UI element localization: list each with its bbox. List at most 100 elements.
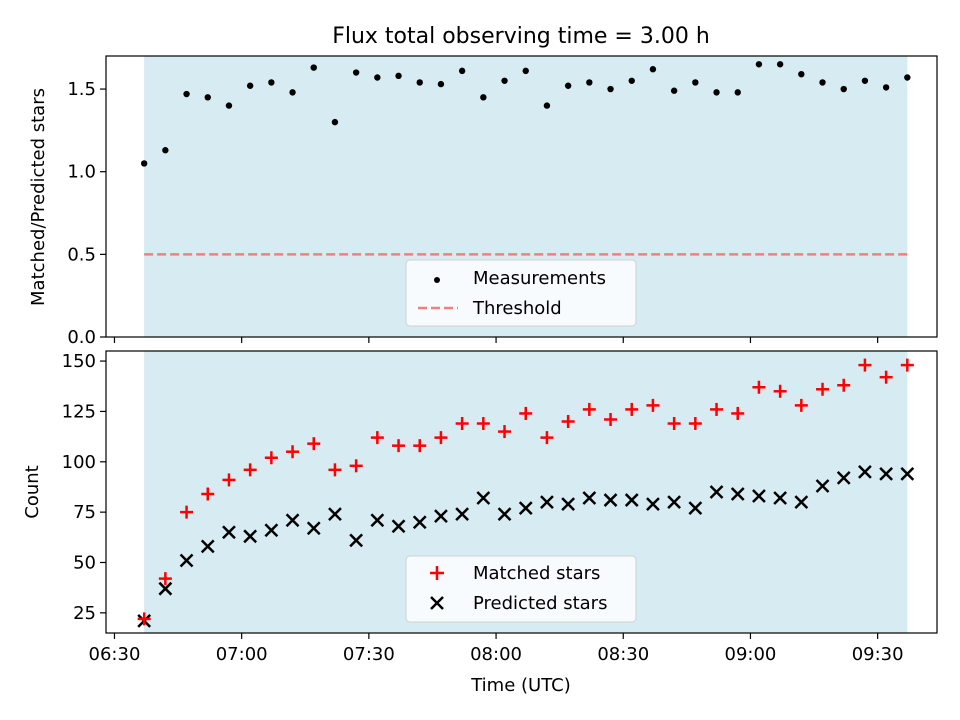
measurement-point [183,90,190,98]
predicted-star-point [879,466,894,481]
measurement-point [289,89,296,96]
matched-star-point [582,402,596,416]
predicted-star-point [370,513,385,528]
predicted-star-point [730,487,745,501]
bottom-y-tick-label: 100 [62,452,96,473]
measurement-point [607,85,614,93]
bottom-y-axis-label: Count [22,465,43,518]
matched-star-point [498,425,512,439]
bottom-y-ticks: 25 50 75 100 125 150 [62,351,106,624]
matched-star-point [710,402,724,416]
matched-star-point [158,572,172,586]
predicted-star-point [434,509,448,524]
matched-star-point [370,431,384,445]
matched-star-point [667,417,681,431]
predicted-star-point [306,521,321,536]
matched-star-point [752,380,766,394]
measurement-point [692,79,699,86]
matched-star-point [349,459,363,473]
bottom-y-tick-label: 150 [62,351,96,372]
measurement-point [416,79,423,86]
matched-star-point [286,445,300,459]
measurement-point [734,89,741,96]
predicted-star-point [455,507,470,522]
matched-star-point [858,358,872,372]
predicted-star-point [688,501,703,515]
predicted-star-point [561,497,576,511]
top-axes-frame [105,55,938,338]
predicted-star-point [158,581,173,596]
matched-star-point [413,439,427,453]
matched-star-points [137,358,914,626]
bottom-panel: 25 50 75 100 125 150 06:30 07:00 07:30 08:00 08:3… [22,350,938,696]
top-y-tick-label: 0.0 [67,327,96,348]
predicted-star-point [540,495,554,509]
measurement-point [331,118,339,126]
predicted-star-point [328,507,342,522]
chart-title: Flux total observing time = 3.00 h [332,24,710,49]
top-y-axis-label: Matched/Predicted stars [28,88,49,306]
predicted-star-point [667,495,682,509]
matched-star-point [731,406,745,420]
matched-star-point [243,463,257,477]
legend-matched-marker [430,566,444,580]
measurement-point [713,89,720,96]
matched-star-point [540,431,554,445]
matched-star-point [222,473,236,487]
predicted-star-point [646,497,660,511]
matched-star-point [434,431,448,445]
matched-star-point [900,358,914,372]
bottom-x-tick-label: 07:00 [216,644,268,665]
bottom-x-ticks: 06:30 07:00 07:30 08:00 08:30 09:00 09:30 [89,633,904,665]
predicted-star-point [815,479,830,493]
measurement-point [755,61,763,68]
predicted-star-point [900,466,915,481]
matched-star-point [794,398,808,412]
predicted-star-point [264,523,279,538]
matched-star-point [307,437,321,451]
measurement-point [246,82,254,89]
bottom-y-tick-label: 25 [73,603,96,624]
predicted-star-point [476,491,491,505]
predicted-star-point [773,491,788,505]
matched-star-point [519,406,533,420]
bottom-x-tick-label: 09:00 [725,644,777,665]
measurement-point [374,74,381,81]
predicted-star-point [412,515,427,530]
bottom-x-tick-label: 06:30 [89,644,141,665]
predicted-star-point [836,471,851,485]
top-x-ticks [113,337,879,343]
measurement-point [437,80,445,88]
matched-star-point [688,417,702,431]
matched-star-point [137,612,151,626]
measurement-point [268,79,275,86]
matched-star-point [264,451,278,465]
measurement-point [882,84,890,91]
measurement-point [798,70,805,78]
matched-star-point [646,398,660,412]
matched-star-point [879,370,893,384]
bottom-axes-frame [105,350,938,634]
bottom-x-tick-label: 08:00 [470,644,522,665]
measurement-point [458,67,466,75]
predicted-star-points [137,464,915,628]
legend-matched-label: Matched stars [473,563,600,584]
predicted-star-point [794,495,809,509]
predicted-star-point [285,513,300,528]
x-axis-label: Time (UTC) [470,675,571,696]
measurement-point [204,94,211,101]
measurement-point [395,72,402,80]
predicted-star-point [391,519,406,534]
measurement-point [162,147,169,154]
matched-star-point [180,505,194,519]
matched-star-point [561,415,575,428]
matched-star-point [773,384,787,398]
measurement-point [904,74,911,81]
measurement-point [522,67,529,75]
bottom-x-tick-label: 07:30 [343,644,395,665]
predicted-star-point [222,525,236,540]
predicted-star-point [518,501,533,515]
measurement-point [225,102,233,109]
matched-star-point [625,402,639,416]
